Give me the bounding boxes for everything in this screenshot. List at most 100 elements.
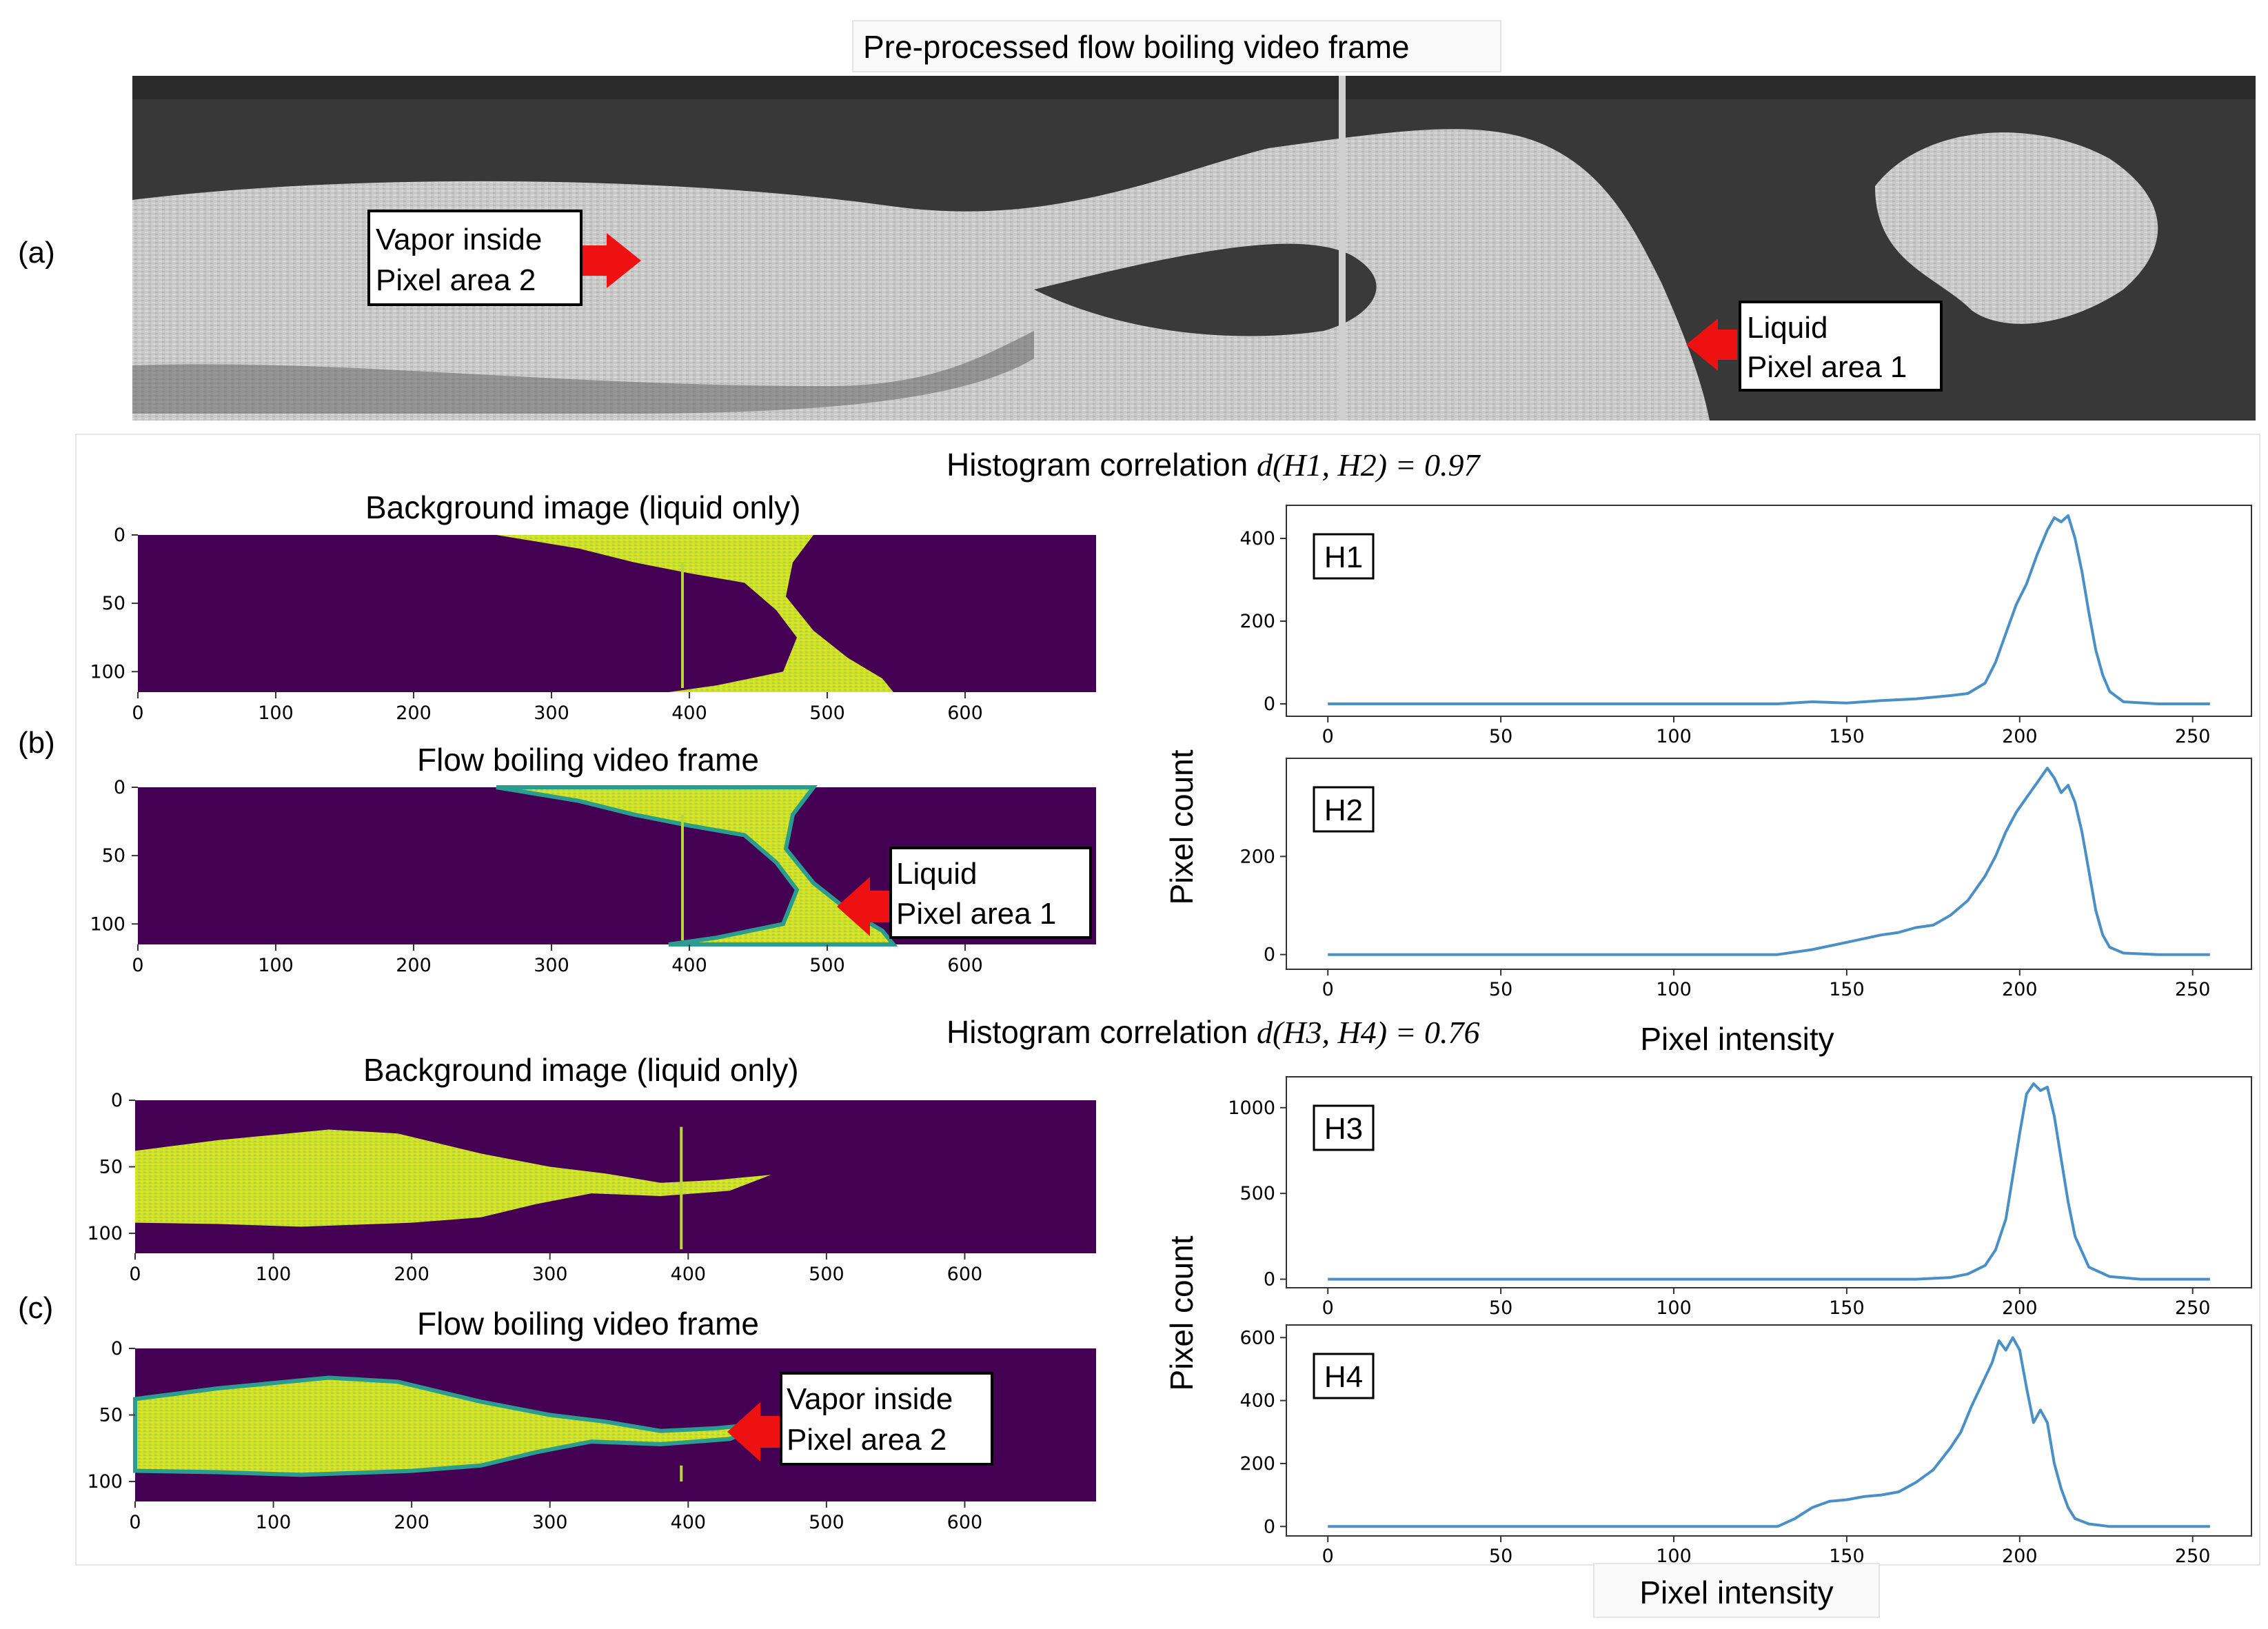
x-tick-label: 0 (129, 1264, 141, 1285)
x-tick-label: 200 (394, 1512, 429, 1533)
x-tick-label: 500 (809, 1264, 844, 1285)
y-tick-label: 0 (111, 1090, 123, 1111)
video-frame (132, 76, 2256, 421)
panel-b-tag: (b) (18, 726, 55, 760)
x-tick-label: 100 (1656, 979, 1692, 1000)
x-tick-label: 400 (671, 955, 707, 976)
xlabel-pixel-intensity-b: Pixel intensity (1640, 1021, 1834, 1057)
x-tick-label: 0 (132, 955, 143, 976)
panel-a-title-box (852, 20, 1501, 72)
x-tick-label: 400 (671, 1264, 707, 1285)
x-tick-label: 50 (1489, 726, 1512, 747)
y-tick-label: 0 (114, 525, 125, 546)
svg-text:Liquid: Liquid (896, 857, 977, 891)
image-background (138, 535, 1096, 692)
x-tick-label: 600 (947, 1264, 983, 1285)
x-tick-label: 150 (1829, 726, 1865, 747)
series-line-h1 (1328, 514, 2210, 705)
series-line-h3 (1328, 1082, 2210, 1281)
panels-frame (75, 434, 2260, 1566)
arrow-left-icon (727, 1402, 780, 1461)
y-tick-label: 0 (1264, 1269, 1275, 1291)
x-tick-label: 500 (809, 1512, 844, 1533)
x-tick-label: 150 (1829, 1297, 1865, 1319)
x-tick-label: 250 (2175, 1297, 2211, 1319)
x-tick-label: 200 (394, 1264, 429, 1285)
x-tick-label: 300 (532, 1264, 568, 1285)
y-tick-label: 50 (99, 1157, 123, 1178)
y-tick-label: 50 (99, 1405, 123, 1426)
arrow-left-icon (837, 877, 889, 936)
x-tick-label: 100 (258, 955, 294, 976)
x-tick-label: 50 (1489, 1297, 1512, 1319)
x-tick-label: 300 (534, 955, 569, 976)
series-label: H2 (1324, 793, 1363, 827)
svg-text:Pixel area 1: Pixel area 1 (1747, 350, 1907, 384)
x-tick-label: 100 (256, 1264, 292, 1285)
y-tick-label: 50 (102, 845, 125, 867)
x-tick-label: 200 (2002, 726, 2038, 747)
series-line-h4 (1328, 1336, 2210, 1528)
callout-vapor-a: Vapor inside Pixel area 2 (367, 210, 641, 306)
y-tick-label: 1000 (1228, 1097, 1275, 1119)
y-tick-label: 0 (111, 1338, 123, 1359)
series-label-box (1313, 533, 1375, 580)
y-tick-label: 50 (102, 593, 125, 614)
x-tick-label: 150 (1829, 979, 1865, 1000)
callout-liquid-b: Liquid Pixel area 1 (837, 847, 1092, 939)
svg-text:Vapor inside: Vapor inside (376, 223, 542, 256)
series-label-box (1313, 1104, 1375, 1151)
x-tick-label: 200 (2002, 1297, 2038, 1319)
series-label: H4 (1324, 1360, 1363, 1394)
panel-c-correlation: Histogram correlation d(H3, H4) = 0.76 (946, 1014, 1480, 1050)
series-label: H3 (1324, 1112, 1363, 1146)
y-tick-label: 0 (1264, 1516, 1275, 1537)
panel-b-image-bottom-title: Flow boiling video frame (417, 742, 759, 778)
x-tick-label: 300 (532, 1512, 568, 1533)
image-c-frame: 0 100 200 300 400 500 600 0 50 100 (87, 1338, 1096, 1533)
svg-text:Vapor inside: Vapor inside (787, 1382, 953, 1416)
plot-frame (1286, 1076, 2252, 1288)
svg-text:Liquid: Liquid (1747, 311, 1827, 345)
panel-b-image-top-title: Background image (liquid only) (365, 489, 801, 525)
x-tick-label: 200 (2002, 979, 2038, 1000)
x-tick-label: 600 (947, 955, 983, 976)
image-region (135, 1129, 771, 1227)
arrow-left-icon (1686, 318, 1737, 371)
x-tick-label: 200 (396, 702, 432, 724)
series-label: H1 (1324, 540, 1363, 574)
plot-frame (1286, 1324, 2252, 1537)
x-tick-label: 0 (1322, 1297, 1334, 1319)
x-tick-label: 100 (256, 1512, 292, 1533)
callout-vapor-c: Vapor inside Pixel area 2 (727, 1372, 993, 1466)
ylabel-pixel-count-c: Pixel count (1164, 1235, 1199, 1390)
x-tick-label: 600 (947, 702, 983, 724)
y-tick-label: 0 (1264, 694, 1275, 715)
series-label-box (1313, 1353, 1375, 1399)
x-tick-label: 0 (1322, 726, 1334, 747)
x-tick-label: 100 (258, 702, 294, 724)
y-tick-label: 0 (114, 777, 125, 798)
x-tick-label: 250 (2175, 979, 2211, 1000)
y-tick-label: 600 (1239, 1327, 1275, 1348)
plot-frame (1286, 505, 2252, 717)
y-tick-label: 200 (1239, 1453, 1275, 1475)
y-tick-label: 500 (1239, 1183, 1275, 1204)
y-tick-label: 200 (1239, 846, 1275, 867)
x-tick-label: 100 (1656, 726, 1692, 747)
panel-a-title: Pre-processed flow boiling video frame (863, 29, 1410, 65)
image-region (496, 785, 898, 947)
plot-frame (1286, 758, 2252, 970)
x-tick-label: 0 (132, 702, 143, 724)
xlabel-box (1593, 1563, 1880, 1618)
histogram-h2: 0 50 100 150 200 250 0 200 H2 (1239, 758, 2252, 1000)
xlabel-pixel-intensity-c: Pixel intensity (1639, 1575, 1833, 1610)
x-tick-label: 0 (1322, 979, 1334, 1000)
y-tick-label: 100 (90, 913, 125, 935)
x-tick-label: 250 (2175, 726, 2211, 747)
panel-c-image-top-title: Background image (liquid only) (363, 1052, 799, 1088)
y-tick-label: 100 (87, 1223, 123, 1244)
y-tick-label: 100 (90, 661, 125, 682)
